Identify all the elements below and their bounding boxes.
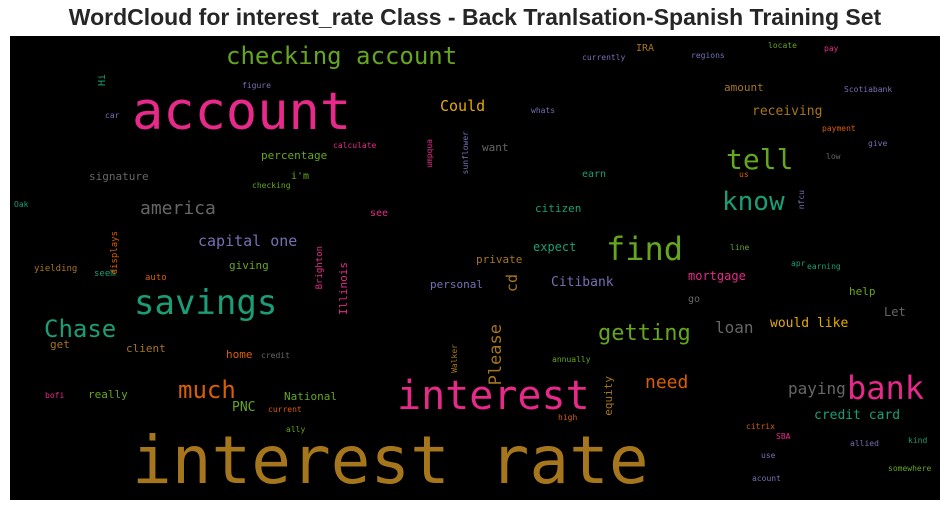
word-yielding: yielding [34,264,78,274]
word-auto: auto [145,273,167,283]
word-oak: Oak [14,200,29,209]
word-walker: Walker [450,344,459,373]
word-much: much [178,376,236,404]
word-checking: checking [252,181,291,190]
word-see: see [370,208,389,219]
word-tell: tell [726,143,794,176]
word-low: low [826,152,841,161]
word-need: need [645,372,689,393]
word-expect: expect [533,240,577,254]
word-brighton: Brighton [315,246,325,290]
word-national: National [284,390,337,403]
word-displays: displays [110,231,120,275]
word-calculate: calculate [333,141,377,150]
word-could: Could [440,97,486,115]
word-earning: earning [807,262,841,271]
word-personal: personal [430,278,483,291]
word-home: home [226,348,253,361]
word-give: give [868,139,888,148]
word-really: really [88,388,128,401]
chart-title: WordCloud for interest_rate Class - Back… [68,4,882,30]
word-giving: giving [229,259,269,272]
word-locate: locate [768,41,797,50]
word-know: know [722,187,785,217]
word-checking-account: checking account [226,42,458,70]
word-line: line [730,243,750,252]
word-interest-rate: interest rate [132,422,649,499]
word-whats: whats [531,106,556,115]
word-nfcu: nfcu [797,190,806,210]
word-us: us [739,170,749,179]
word-bofi: bofi [45,391,65,400]
word-annually: annually [552,355,591,364]
word-bank: bank [847,369,925,407]
word-credit: credit [261,351,290,360]
word-america: america [140,198,216,219]
word-figure: figure [242,81,271,90]
word-hi: Hi [97,74,108,87]
word-acount: acount [752,474,781,483]
word-citizen: citizen [535,202,582,215]
word-payment: payment [822,124,856,133]
word-apr: apr [791,259,806,268]
word-kind: kind [908,436,928,445]
word-help: help [849,285,876,298]
word-scotiabank: Scotiabank [844,85,893,94]
word-private: private [476,253,523,266]
word-ally: ally [286,425,306,434]
word-i-m: i'm [291,171,310,182]
word-want: want [482,141,509,154]
wordcloud-canvas: interest rate account interest savings bank f… [10,36,940,500]
word-get: get [50,338,70,351]
word-capital-one: capital one [198,232,298,250]
word-account: account [132,82,352,142]
word-citibank: Citibank [551,275,614,290]
word-mortgage: mortgage [688,269,746,283]
word-somewhere: somewhere [888,464,932,473]
word-pay: pay [824,44,839,53]
word-credit-card: credit card [814,408,901,423]
word-let: Let [884,305,906,319]
word-illinois: Illinois [337,262,350,315]
word-chase: Chase [44,315,117,343]
word-amount: amount [724,81,764,94]
word-please: Please [486,324,506,386]
word-use: use [761,451,776,460]
word-percentage: percentage [261,149,328,162]
word-citrix: citrix [746,422,775,431]
word-find: find [606,230,684,268]
word-interest: interest [397,373,590,419]
word-paying: paying [788,379,846,398]
word-cd: cd [503,274,521,293]
word-loan: loan [715,318,754,337]
word-ira: IRA [636,43,655,54]
word-seem: seem [94,269,116,279]
word-car: car [105,111,120,120]
word-signature: signature [89,170,149,183]
word-high: high [558,413,578,422]
word-would-like: would like [770,316,849,331]
word-receiving: receiving [752,104,823,119]
word-savings: savings [134,283,278,323]
word-equity: equity [602,376,615,416]
word-currently: currently [582,53,626,62]
word-client: client [126,342,166,355]
word-current: current [268,405,302,414]
word-go: go [688,294,701,305]
word-earn: earn [582,169,607,180]
word-getting: getting [598,321,691,346]
word-sunflower: sunflower [461,131,470,175]
word-umpqua: umpqua [425,139,434,168]
word-pnc: PNC [232,400,256,415]
word-regions: regions [691,51,725,60]
word-allied: allied [850,439,879,448]
word-sba: SBA [776,432,791,441]
